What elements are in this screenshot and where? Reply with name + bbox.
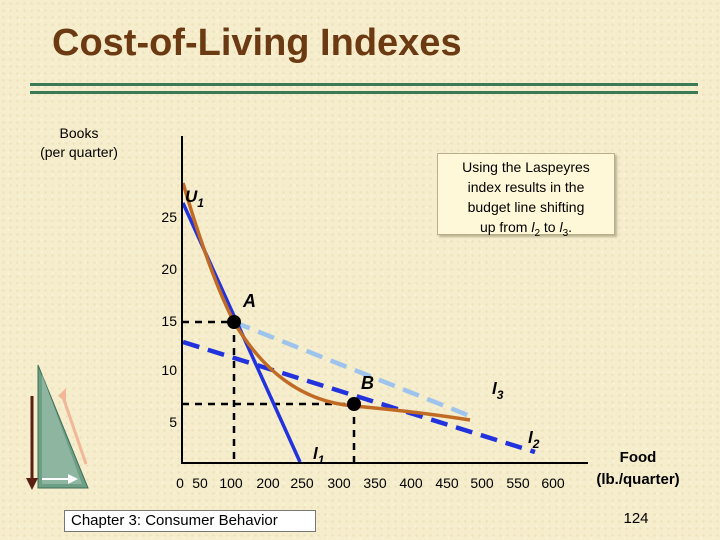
point-b-label: B: [361, 373, 374, 393]
x-tick-label: 100: [219, 475, 243, 491]
line-l3-label: l3: [492, 379, 504, 402]
x-tick-label: 550: [506, 475, 530, 491]
x-tick-label: 450: [435, 475, 459, 491]
x-tick-label: 200: [256, 475, 280, 491]
callout-line: budget line shifting: [467, 199, 585, 215]
x-tick-label: 50: [192, 475, 208, 491]
point-b-marker: [347, 397, 361, 411]
x-tick-label: 250: [290, 475, 314, 491]
line-l1-label: l1: [313, 444, 325, 467]
x-tick-label: 300: [327, 475, 351, 491]
title-rule-bottom: [30, 91, 698, 94]
y-axis-label: Books (per quarter): [40, 125, 118, 160]
point-a-label: A: [242, 291, 256, 311]
x-tick-label: 600: [541, 475, 565, 491]
line-l2-label: l2: [528, 428, 540, 451]
indifference-curve-u1: [181, 182, 471, 422]
y-tick-label: 15: [161, 313, 177, 329]
x-tick-label: 350: [363, 475, 387, 491]
callout-line: up from l2 to l3.: [479, 219, 573, 239]
curve-u1-label: U1: [185, 187, 204, 210]
budget-line-l3: [233, 319, 476, 421]
x-tick-label: 400: [399, 475, 423, 491]
slide-title: Cost-of-Living Indexes: [52, 22, 462, 64]
y-tick-label: 10: [161, 362, 177, 378]
callout-line: Using the Laspeyres: [462, 159, 590, 175]
title-rule-top: [30, 83, 698, 86]
budget-line-l2: [182, 339, 536, 455]
y-tick-label: 5: [169, 414, 177, 430]
x-tick-label: 0: [176, 475, 184, 491]
x-axis-label: Food (lb./quarter): [596, 449, 680, 488]
chapter-footer: Chapter 3: Consumer Behavior: [64, 510, 316, 532]
y-tick-label: 25: [161, 209, 177, 225]
page-number: 124: [623, 510, 649, 527]
callout-line: index results in the: [467, 179, 585, 195]
decorative-triangle-icon: [26, 364, 89, 490]
laspeyres-callout: Using the Laspeyres index results in the…: [437, 153, 615, 239]
x-tick-label: 500: [470, 475, 494, 491]
point-a-marker: [227, 315, 241, 329]
y-tick-label: 20: [161, 261, 177, 277]
